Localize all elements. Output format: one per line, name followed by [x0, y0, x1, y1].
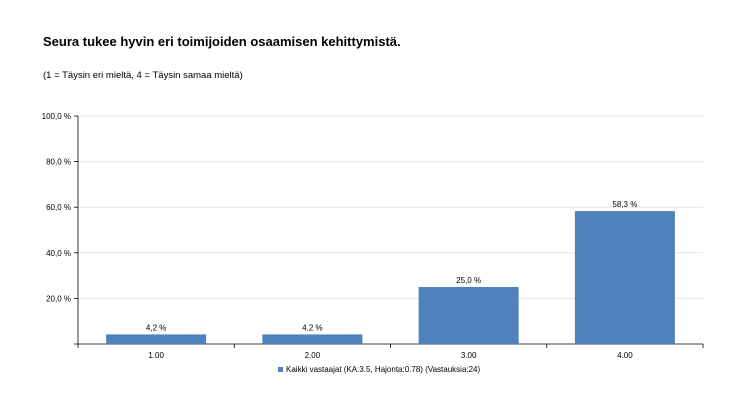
x-tick-label: 4.00: [617, 351, 633, 360]
y-tick-label: 60,0 %: [46, 203, 71, 212]
bar: [418, 287, 519, 344]
bar: [106, 334, 207, 344]
legend-swatch: [278, 367, 283, 372]
y-tick-label: 40,0 %: [46, 249, 71, 258]
y-tick-label: 100,0 %: [42, 112, 71, 121]
y-tick-label: 20,0 %: [46, 294, 71, 303]
y-tick-label: 80,0 %: [46, 158, 71, 167]
x-tick-label: 1.00: [148, 351, 164, 360]
bar-value-label: 25,0 %: [456, 276, 481, 285]
legend: Kaikki vastaajat (KA:3.5, Hajonta:0.78) …: [278, 365, 480, 374]
bar: [574, 211, 675, 344]
chart-title: Seura tukee hyvin eri toimijoiden osaami…: [43, 34, 401, 49]
chart-subtitle: (1 = Täysin eri mieltä, 4 = Täysin samaa…: [43, 70, 243, 81]
bar-value-label: 58,3 %: [612, 200, 637, 209]
x-tick-label: 2.00: [305, 351, 321, 360]
legend-label: Kaikki vastaajat (KA:3.5, Hajonta:0.78) …: [286, 365, 481, 374]
bar: [262, 334, 363, 344]
bar-value-label: 4,2 %: [146, 323, 166, 332]
x-tick-label: 3.00: [461, 351, 477, 360]
bar-value-label: 4,2 %: [302, 323, 322, 332]
